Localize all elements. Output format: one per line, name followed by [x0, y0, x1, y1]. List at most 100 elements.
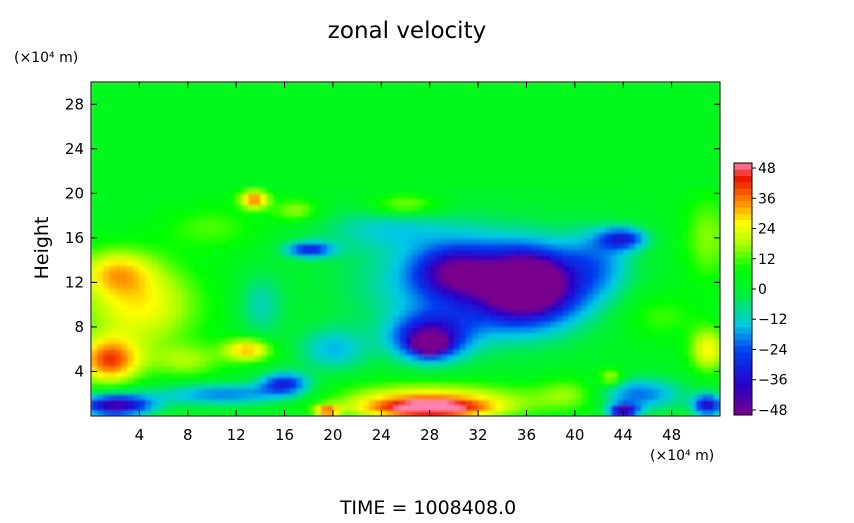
heatmap-cell — [308, 204, 316, 211]
heatmap-cell — [556, 198, 564, 206]
heatmap-cell — [139, 343, 147, 350]
heatmap-cell — [278, 165, 286, 172]
heatmap-cell — [459, 104, 467, 111]
heatmap-cell — [296, 198, 304, 206]
heatmap-cell — [91, 349, 98, 356]
heatmap-cell — [538, 154, 546, 161]
heatmap-cell — [326, 187, 334, 194]
heatmap-cell — [326, 137, 334, 144]
heatmap-cell — [393, 109, 401, 116]
heatmap-cell — [103, 360, 110, 367]
heatmap-cell — [574, 410, 582, 416]
heatmap-cell — [478, 182, 485, 189]
heatmap-cell — [580, 254, 588, 261]
heatmap-cell — [151, 377, 159, 384]
heatmap-cell — [399, 226, 407, 233]
heatmap-cell — [278, 399, 286, 406]
heatmap-cell — [423, 393, 431, 400]
heatmap-cell — [393, 276, 401, 283]
heatmap-cell — [248, 321, 255, 328]
heatmap-cell — [302, 404, 310, 412]
heatmap-cell — [423, 232, 431, 239]
heatmap-cell — [490, 82, 497, 89]
heatmap-cell — [459, 326, 467, 334]
heatmap-cell — [429, 321, 437, 328]
heatmap-cell — [538, 282, 546, 289]
heatmap-cell — [435, 249, 443, 256]
heatmap-cell — [465, 349, 473, 356]
heatmap-cell — [592, 338, 600, 345]
heatmap-cell — [357, 198, 364, 206]
heatmap-cell — [465, 354, 473, 361]
heatmap-cell — [224, 182, 231, 189]
heatmap-cell — [405, 254, 413, 261]
heatmap-cell — [115, 159, 122, 167]
heatmap-cell — [399, 93, 407, 100]
heatmap-cell — [568, 137, 576, 144]
heatmap-cell — [157, 171, 165, 178]
heatmap-cell — [169, 171, 177, 178]
heatmap-cell — [109, 321, 116, 328]
heatmap-cell — [417, 299, 425, 306]
heatmap-cell — [429, 126, 437, 133]
heatmap-cell — [236, 171, 243, 178]
heatmap-cell — [502, 198, 509, 206]
heatmap-cell — [399, 249, 407, 256]
heatmap-cell — [357, 221, 364, 228]
heatmap-cell — [133, 254, 140, 261]
heatmap-cell — [357, 254, 364, 261]
heatmap-cell — [556, 143, 564, 150]
heatmap-cell — [139, 109, 147, 116]
heatmap-cell — [115, 120, 122, 128]
heatmap-cell — [405, 132, 413, 139]
heatmap-cell — [453, 104, 461, 111]
heatmap-cell — [260, 182, 267, 189]
heatmap-cell — [121, 187, 128, 194]
heatmap-cell — [568, 321, 576, 328]
heatmap-cell — [387, 120, 395, 128]
heatmap-cell — [91, 382, 98, 389]
heatmap-cell — [496, 260, 503, 267]
heatmap-cell — [556, 98, 564, 105]
heatmap-cell — [574, 382, 582, 389]
heatmap-cell — [199, 293, 207, 300]
heatmap-cell — [314, 87, 322, 94]
heatmap-cell — [133, 143, 140, 150]
heatmap-cell — [363, 360, 370, 367]
heatmap-cell — [145, 143, 153, 150]
heatmap-cell — [199, 204, 207, 211]
heatmap-cell — [345, 404, 352, 412]
heatmap-cell — [308, 254, 316, 261]
heatmap-cell — [580, 276, 588, 283]
heatmap-cell — [320, 349, 328, 356]
heatmap-cell — [381, 343, 388, 350]
heatmap-cell — [308, 249, 316, 256]
heatmap-cell — [109, 343, 116, 350]
heatmap-cell — [260, 404, 267, 412]
heatmap-cell — [514, 299, 522, 306]
heatmap-cell — [230, 343, 237, 350]
heatmap-cell — [199, 377, 207, 384]
heatmap-cell — [278, 315, 286, 322]
heatmap-cell — [411, 287, 419, 295]
heatmap-cell — [151, 126, 159, 133]
heatmap-cell — [314, 271, 322, 278]
heatmap-cell — [508, 82, 515, 89]
heatmap-cell — [586, 243, 594, 250]
heatmap-cell — [151, 137, 159, 144]
heatmap-cell — [302, 271, 310, 278]
heatmap-cell — [453, 349, 461, 356]
heatmap-cell — [363, 93, 370, 100]
heatmap-cell — [562, 388, 570, 395]
heatmap-cell — [338, 82, 346, 89]
heatmap-cell — [193, 321, 201, 328]
heatmap-cell — [429, 365, 437, 373]
heatmap-cell — [254, 293, 261, 300]
heatmap-cell — [127, 176, 134, 183]
heatmap-cell — [526, 82, 534, 89]
heatmap-cell — [453, 120, 461, 128]
heatmap-cell — [109, 315, 116, 322]
heatmap-cell — [181, 159, 189, 167]
heatmap-cell — [423, 109, 431, 116]
heatmap-cell — [574, 159, 582, 167]
